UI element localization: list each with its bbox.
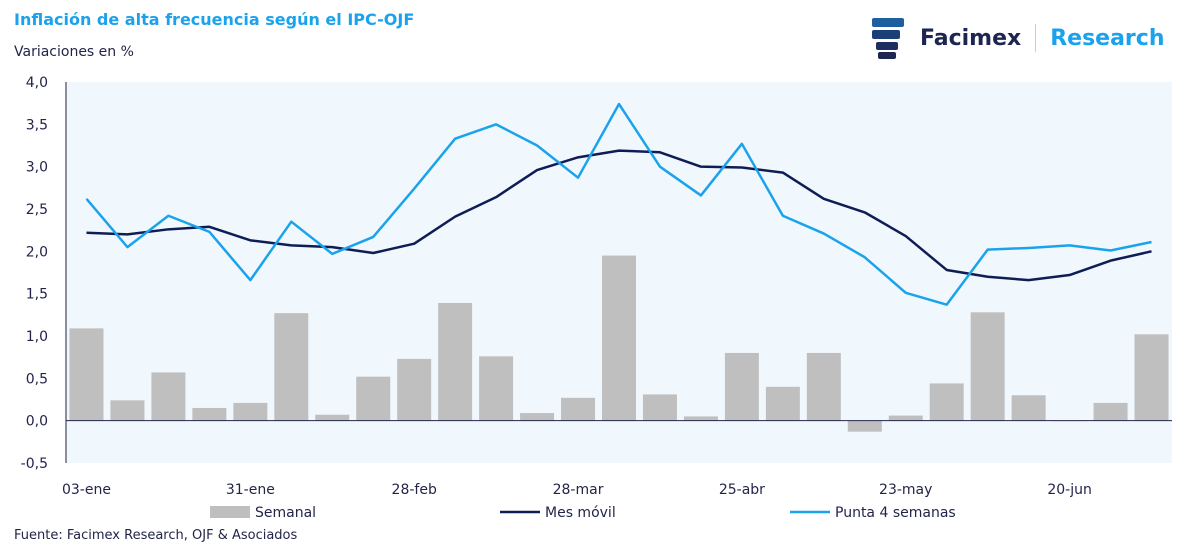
bar-semanal (1134, 334, 1169, 421)
line-punta-4-semanas (85, 102, 1152, 306)
bar-semanal (69, 328, 104, 421)
bar-semanal (806, 352, 841, 421)
y-tick-label: 2,0 (26, 244, 48, 260)
legend-label: Semanal (255, 505, 316, 521)
bar-semanal (970, 312, 1005, 421)
bar-semanal (724, 352, 759, 421)
facimex-logo-icon (872, 18, 904, 59)
bar-semanal (929, 383, 964, 421)
x-tick-label: 20-jun (1047, 482, 1092, 498)
bar-semanal (642, 394, 677, 421)
x-tick-label: 31-ene (226, 482, 275, 498)
y-tick-label: -0,5 (21, 456, 48, 472)
logo-divider (1035, 24, 1037, 52)
x-tick-label: 25-abr (719, 482, 765, 498)
bar-semanal (602, 255, 636, 421)
division-name: Research (1050, 25, 1165, 51)
line-mes-movil (86, 149, 1152, 282)
bar-semanal (479, 356, 514, 421)
y-tick-label: 3,5 (26, 117, 48, 133)
legend-swatch-semanal (210, 506, 250, 518)
y-tick-label: 1,5 (26, 287, 48, 303)
x-tick-label: 23-may (879, 482, 932, 498)
bar-semanal (683, 416, 718, 421)
x-tick-label: 28-mar (553, 482, 604, 498)
bar-semanal (274, 313, 309, 421)
y-tick-label: 2,5 (26, 202, 48, 218)
bar-semanal (847, 420, 882, 432)
bar-semanal (561, 397, 596, 421)
bar-semanal (520, 413, 555, 421)
legend-label: Punta 4 semanas (835, 505, 956, 521)
y-tick-label: 0,0 (26, 414, 48, 430)
source-note: Fuente: Facimex Research, OJF & Asociado… (14, 528, 298, 543)
chart-title: Inflación de alta frecuencia según el IP… (14, 10, 415, 29)
y-tick-label: 0,5 (26, 371, 48, 387)
bar-semanal (438, 302, 473, 421)
bar-semanal (151, 372, 186, 421)
y-tick-label: 4,0 (26, 75, 48, 91)
bar-semanal (110, 400, 145, 421)
bar-semanal (315, 414, 350, 421)
y-tick-label: 1,0 (26, 329, 48, 345)
legend-label: Mes móvil (545, 505, 616, 521)
bar-semanal (1011, 395, 1046, 421)
bar-semanal (192, 407, 227, 421)
bar-semanal (765, 386, 800, 421)
bar-semanal (233, 402, 268, 421)
bar-semanal (397, 358, 432, 421)
chart-subtitle: Variaciones en % (14, 44, 134, 60)
x-tick-label: 03-ene (62, 482, 111, 498)
facimex-logo: Facimex Research (870, 16, 1164, 60)
y-tick-label: 3,0 (26, 160, 48, 176)
bar-semanal (356, 376, 391, 421)
bar-semanal (888, 415, 923, 421)
x-tick-label: 28-feb (392, 482, 437, 498)
brand-name: Facimex (920, 25, 1022, 51)
bar-semanal (1093, 402, 1128, 421)
